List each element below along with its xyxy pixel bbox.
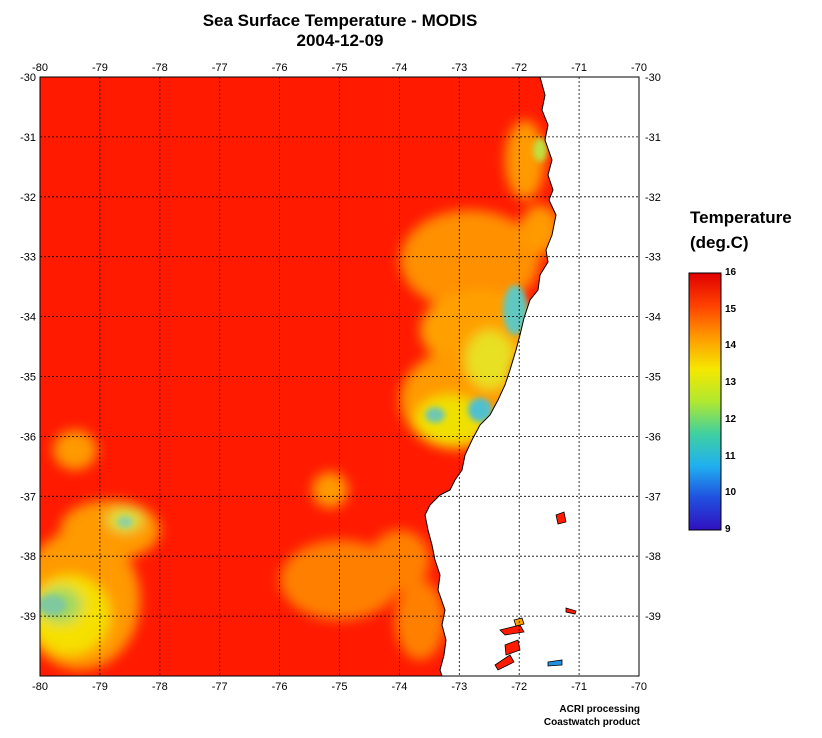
lat-tick-label-left: -31 — [20, 132, 36, 144]
lat-tick-label-left: -35 — [20, 372, 36, 384]
lon-tick-label-bottom: -70 — [631, 681, 647, 693]
lon-tick-label-top: -72 — [511, 62, 527, 74]
lat-tick-label-right: -36 — [645, 431, 661, 443]
map-date: 2004-12-09 — [296, 31, 384, 50]
lon-tick-label-top: -73 — [451, 62, 467, 74]
lat-tick-label-right: -30 — [645, 72, 661, 84]
lon-tick-label-top: -74 — [391, 62, 407, 74]
legend-tick-label: 10 — [725, 487, 737, 499]
map-frame — [39, 76, 640, 677]
lat-tick-label-left: -38 — [20, 551, 36, 563]
axis-ticks: -80 -80 -79 -79 -78 -78 -77 -77 -76 -76 -75 -75 -74 -… — [20, 62, 661, 693]
lon-tick-label-top: -71 — [571, 62, 587, 74]
lon-tick-label-top: -70 — [631, 62, 647, 74]
lon-tick-label-top: -80 — [32, 62, 48, 74]
legend-tick-label: 11 — [725, 450, 736, 462]
lat-tick-label-right: -39 — [645, 611, 661, 623]
credit-product: Coastwatch product — [543, 717, 640, 728]
lat-tick-label-left: -34 — [20, 312, 36, 324]
island — [547, 659, 563, 667]
lat-tick-label-left: -30 — [20, 72, 36, 84]
lat-tick-label-left: -33 — [20, 252, 36, 264]
lat-tick-label-left: -36 — [20, 431, 36, 443]
island — [499, 624, 525, 636]
lon-tick-label-bottom: -78 — [152, 681, 168, 693]
lon-tick-label-bottom: -76 — [272, 681, 288, 693]
lat-tick-label-right: -32 — [645, 192, 661, 204]
island — [494, 654, 515, 671]
lat-tick-label-right: -31 — [645, 132, 661, 144]
lat-tick-label-left: -32 — [20, 192, 36, 204]
legend-tick-label: 15 — [725, 303, 737, 315]
lon-tick-label-bottom: -79 — [92, 681, 108, 693]
lat-tick-label-right: -33 — [645, 252, 661, 264]
credit-processing: ACRI processing — [559, 704, 640, 715]
lon-tick-label-top: -75 — [332, 62, 348, 74]
map-title: Sea Surface Temperature - MODIS — [202, 11, 478, 30]
island — [565, 607, 577, 615]
lon-tick-label-bottom: -72 — [511, 681, 527, 693]
lon-tick-label-bottom: -73 — [451, 681, 467, 693]
lon-tick-label-bottom: -74 — [391, 681, 407, 693]
lon-tick-label-top: -76 — [272, 62, 288, 74]
legend-tick-label: 9 — [725, 524, 731, 535]
lon-tick-label-top: -77 — [212, 62, 228, 74]
lat-tick-label-left: -37 — [20, 491, 36, 503]
lat-tick-label-right: -38 — [645, 551, 661, 563]
lon-tick-label-bottom: -75 — [332, 681, 348, 693]
lon-tick-label-bottom: -77 — [212, 681, 228, 693]
legend-tick-label: 12 — [725, 413, 737, 425]
legend-title-2: (deg.C) — [690, 233, 749, 252]
legend-colorbar — [688, 272, 722, 531]
lon-tick-label-bottom: -80 — [32, 681, 48, 693]
lon-tick-label-top: -79 — [92, 62, 108, 74]
legend-tick-label: 14 — [725, 340, 737, 352]
lat-tick-label-right: -37 — [645, 491, 661, 503]
legend-tick-label: 13 — [725, 377, 737, 389]
lat-tick-label-right: -34 — [645, 312, 661, 324]
lon-tick-label-top: -78 — [152, 62, 168, 74]
lon-tick-label-bottom: -71 — [571, 681, 587, 693]
lat-tick-label-left: -39 — [20, 611, 36, 623]
island — [504, 639, 521, 656]
legend-tick-label: 16 — [725, 267, 737, 278]
island — [555, 511, 567, 525]
legend-title-1: Temperature — [690, 208, 792, 227]
lat-tick-label-right: -35 — [645, 372, 661, 384]
